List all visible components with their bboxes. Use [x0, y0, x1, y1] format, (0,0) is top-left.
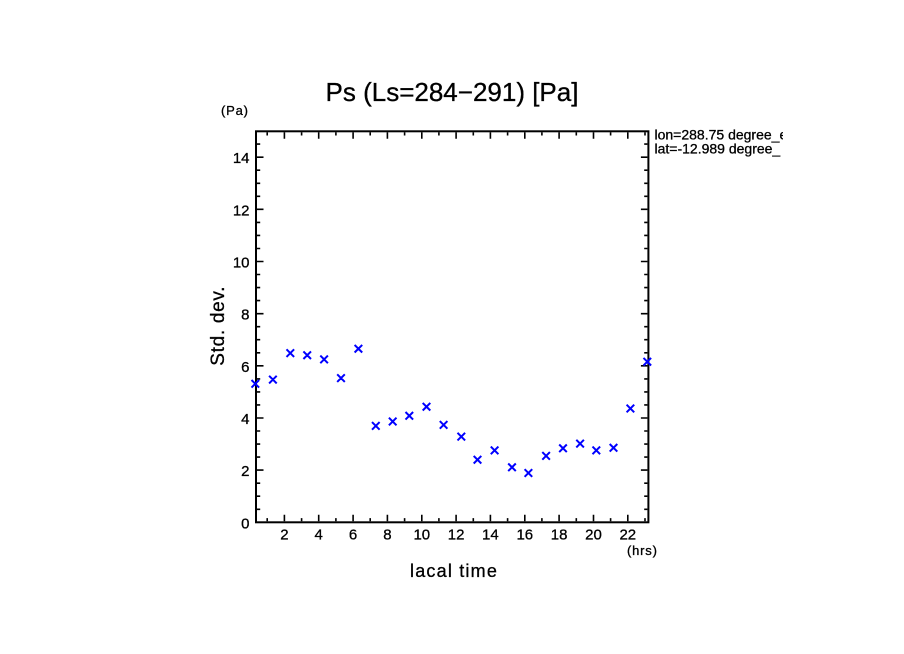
svg-text:0: 0 [241, 515, 249, 532]
svg-text:12: 12 [448, 527, 465, 544]
svg-text:12: 12 [233, 202, 250, 219]
svg-text:4: 4 [315, 527, 323, 544]
svg-text:2: 2 [280, 527, 288, 544]
svg-text:4: 4 [241, 411, 249, 428]
svg-text:lat=-12.989 degree_: lat=-12.989 degree_ [655, 141, 781, 157]
svg-text:22: 22 [619, 527, 636, 544]
svg-text:14: 14 [482, 527, 499, 544]
svg-text:6: 6 [241, 359, 249, 376]
svg-text:20: 20 [585, 527, 602, 544]
svg-text:2: 2 [241, 463, 249, 480]
svg-text:18: 18 [551, 527, 568, 544]
svg-text:lon=288.75 degree_east: lon=288.75 degree_east [655, 127, 807, 143]
svg-text:lacal time: lacal time [410, 561, 498, 581]
svg-text:14: 14 [233, 150, 250, 167]
svg-text:6: 6 [349, 527, 357, 544]
svg-text:8: 8 [241, 307, 249, 324]
svg-text:10: 10 [413, 527, 430, 544]
svg-text:16: 16 [516, 527, 533, 544]
svg-text:(hrs): (hrs) [627, 543, 658, 558]
svg-text:(Pa): (Pa) [221, 103, 249, 118]
svg-text:Std. dev.: Std. dev. [208, 286, 229, 366]
svg-text:10: 10 [233, 255, 250, 272]
svg-text:8: 8 [383, 527, 391, 544]
svg-text:Ps (Ls=284−291) [Pa]: Ps (Ls=284−291) [Pa] [326, 77, 579, 107]
